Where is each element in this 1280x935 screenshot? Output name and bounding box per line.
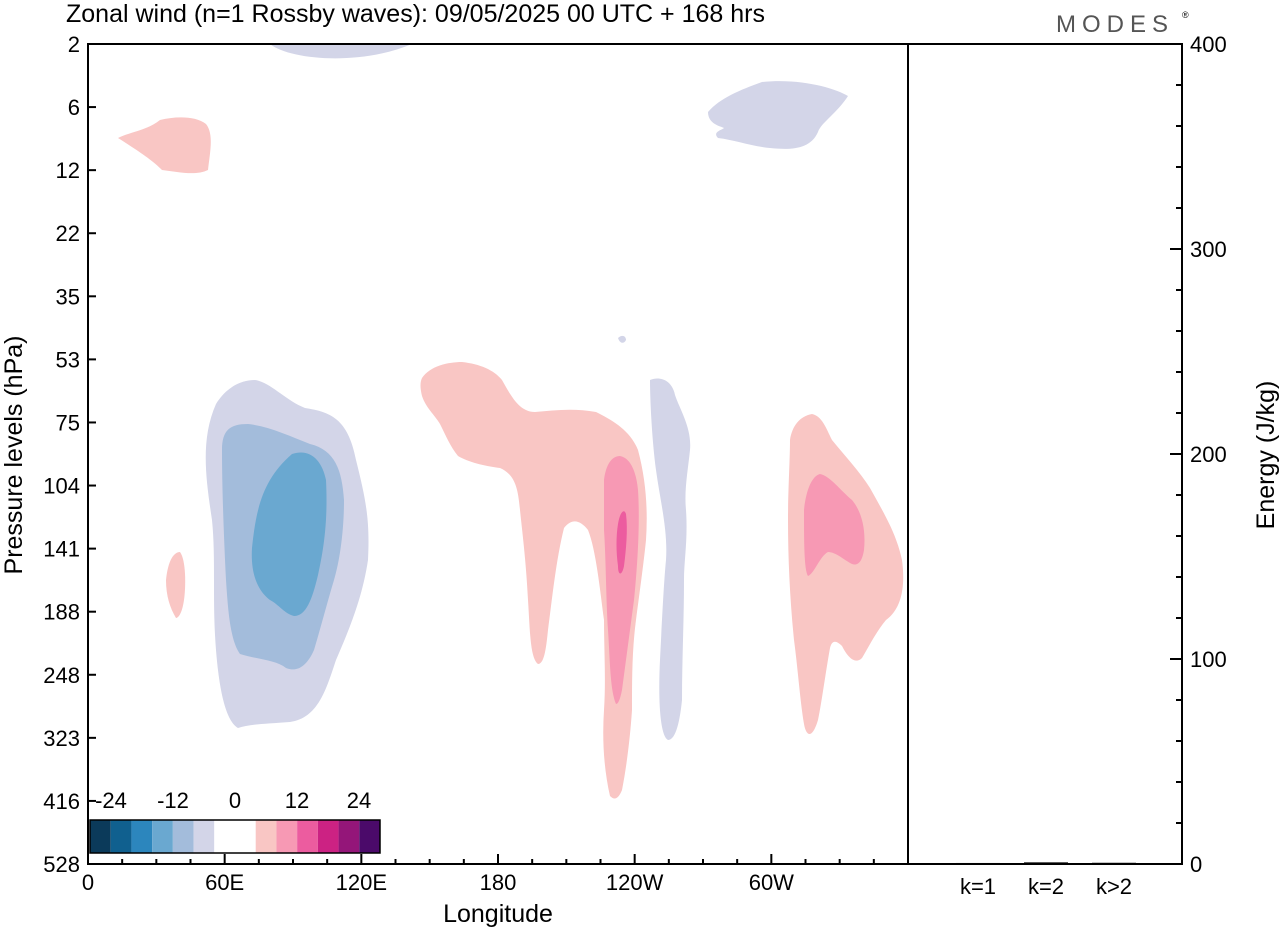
x-tick-label: 0 — [82, 870, 94, 895]
colorbar-swatch — [193, 820, 215, 853]
y-axis-label: Pressure levels (hPa) — [0, 336, 28, 575]
energy-bar — [1092, 862, 1136, 865]
colorbar-swatch — [255, 820, 277, 853]
colorbar-swatch — [317, 820, 339, 853]
energy-bar — [1024, 862, 1068, 864]
y-tick-label: 22 — [56, 221, 80, 246]
colorbar-swatch — [152, 820, 173, 853]
contour-level-8-0 — [604, 456, 639, 704]
x-tick-label: 60E — [205, 870, 244, 895]
x-tick-label: 180 — [480, 870, 517, 895]
colorbar-label: 24 — [347, 788, 371, 813]
y-tick-label: 104 — [43, 474, 80, 499]
colorbar-label: 12 — [285, 788, 309, 813]
contour-level-4-3 — [788, 414, 904, 734]
contour-level-4-0 — [118, 117, 211, 174]
x-tick-label: 60W — [749, 870, 794, 895]
colorbar-label: -12 — [157, 788, 189, 813]
y-tick-label: 75 — [56, 410, 80, 435]
energy-bar — [956, 862, 1000, 865]
colorbar-swatch — [214, 820, 235, 853]
colorbar-swatch — [131, 820, 153, 853]
colorbar-swatch — [235, 820, 256, 853]
energy-bars: k=1 k=2 k>2 — [956, 862, 1136, 899]
colorbar-swatch — [90, 820, 111, 853]
contour-level-4-1 — [166, 552, 186, 618]
energy-axis-label: Energy (J/kg) — [1252, 381, 1280, 530]
energy-bar-label: k=1 — [960, 874, 996, 899]
colorbar-swatch — [359, 820, 380, 853]
y-tick-label: 528 — [43, 852, 80, 877]
colorbar-swatch — [338, 820, 360, 853]
chart-title: Zonal wind (n=1 Rossby waves): 09/05/202… — [66, 0, 765, 28]
y-tick-label: 248 — [43, 663, 80, 688]
energy-tick-label: 0 — [1190, 852, 1202, 877]
energy-tick-label: 200 — [1190, 442, 1227, 467]
energy-panel-frame — [907, 43, 1183, 865]
colorbar-swatch — [172, 820, 194, 853]
x-axis: 0 60E 120E 180 120W 60W — [82, 854, 909, 895]
y-tick-label: 416 — [43, 789, 80, 814]
y-tick-label: 12 — [56, 158, 80, 183]
energy-axis: 0 100 200 300 400 — [1170, 32, 1227, 877]
y-tick-label: 323 — [43, 726, 80, 751]
colorbar: -24 -12 0 12 24 — [89, 788, 381, 854]
y-tick-label: 141 — [43, 537, 80, 562]
colorbar-label: 0 — [229, 788, 241, 813]
colorbar-frame — [89, 819, 381, 854]
y-tick-label: 188 — [43, 600, 80, 625]
contour-fields — [118, 44, 904, 799]
contour-level-neg4-3 — [650, 378, 691, 740]
contour-level-8-1 — [804, 474, 865, 576]
colorbar-swatch — [297, 820, 318, 853]
contour-level-neg12-0 — [251, 452, 327, 616]
y-tick-label: 6 — [68, 95, 80, 120]
x-tick-label: 120W — [606, 870, 664, 895]
colorbar-label: -24 — [95, 788, 127, 813]
contour-level-neg4-0 — [270, 44, 412, 59]
x-axis-label: Longitude — [443, 900, 553, 928]
modes-logo: MODES — [1056, 11, 1174, 38]
contour-level-4-2 — [420, 362, 647, 799]
y-axis: 2 6 12 22 35 53 75 104 141 188 248 323 416 528 — [43, 32, 96, 877]
registered-mark-icon: ® — [1182, 10, 1189, 20]
y-tick-label: 53 — [56, 347, 80, 372]
y-tick-label: 35 — [56, 284, 80, 309]
x-tick-label: 120E — [336, 870, 387, 895]
contour-level-12-0 — [616, 511, 627, 574]
contour-level-neg4-4 — [618, 335, 626, 343]
energy-tick-label: 400 — [1190, 32, 1227, 57]
colorbar-swatch — [276, 820, 298, 853]
energy-tick-label: 300 — [1190, 237, 1227, 262]
energy-bar-label: k=2 — [1028, 874, 1064, 899]
colorbar-swatch — [110, 820, 132, 853]
energy-tick-label: 100 — [1190, 647, 1227, 672]
contour-level-neg4-1 — [708, 81, 848, 149]
energy-bar-label: k>2 — [1096, 874, 1132, 899]
y-tick-label: 2 — [68, 32, 80, 57]
